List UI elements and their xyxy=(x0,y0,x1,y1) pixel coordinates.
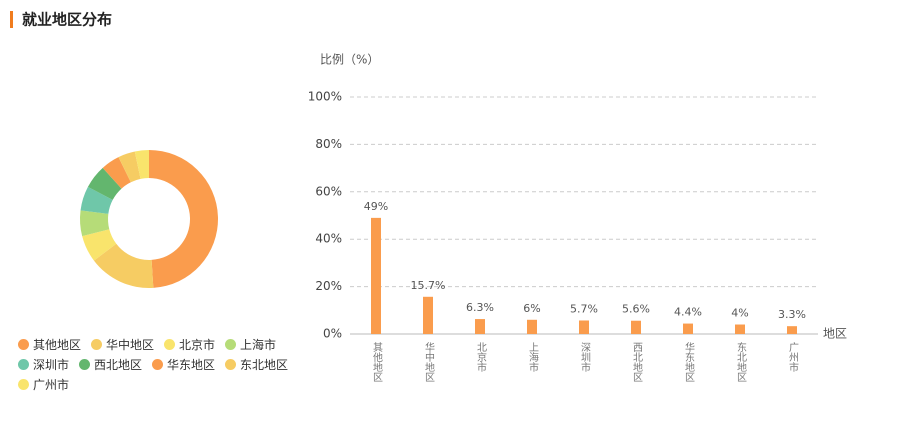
legend-marker xyxy=(18,378,29,390)
title-accent xyxy=(10,11,13,28)
legend-label: 广州市 xyxy=(33,377,70,392)
legend-marker xyxy=(79,358,91,370)
legend-marker xyxy=(225,358,237,370)
value-label: 49% xyxy=(364,200,388,213)
y-tick-label: 60% xyxy=(315,184,342,198)
value-label: 4% xyxy=(731,307,748,320)
value-label: 15.7% xyxy=(411,279,446,292)
bar xyxy=(683,323,693,334)
legend-label: 上海市 xyxy=(240,337,277,352)
bar xyxy=(579,320,589,334)
legend-marker xyxy=(225,338,237,350)
legend: 其他地区 华中地区 北京市 上海市深圳市 西北地区 华东地区 东北地区广州市 xyxy=(18,336,298,392)
x-tick-label: 广州市 xyxy=(787,342,799,373)
legend-item[interactable]: 东北地区 xyxy=(225,356,288,372)
legend-label: 北京市 xyxy=(179,337,216,352)
y-tick-label: 80% xyxy=(315,137,342,151)
y-tick-label: 100% xyxy=(308,90,342,104)
x-tick-label: 上海市 xyxy=(527,342,539,373)
pie-slice xyxy=(82,229,117,261)
x-tick-label: 其他地区 xyxy=(371,342,383,382)
x-tick-label: 华东地区 xyxy=(683,341,695,382)
x-tick-label: 深圳市 xyxy=(579,342,591,373)
x-tick-label: 北京市 xyxy=(475,342,487,373)
legend-label: 西北地区 xyxy=(94,357,143,372)
value-label: 5.6% xyxy=(622,303,650,316)
legend-marker xyxy=(152,358,164,370)
legend-label: 东北地区 xyxy=(240,357,289,372)
y-tick-label: 0% xyxy=(323,327,342,341)
legend-marker xyxy=(18,358,29,370)
legend-marker xyxy=(18,338,29,350)
pie-slice xyxy=(134,150,149,179)
bar xyxy=(475,319,485,334)
pie-slice xyxy=(118,151,141,183)
legend-item[interactable]: 北京市 xyxy=(164,336,215,352)
pie-slice xyxy=(102,157,131,189)
legend-marker xyxy=(91,338,103,350)
value-label: 3.3% xyxy=(778,308,806,321)
legend-marker xyxy=(164,338,176,350)
bar xyxy=(423,296,433,334)
bar xyxy=(527,319,537,334)
legend-label: 其他地区 xyxy=(33,337,82,352)
pie-slice xyxy=(87,167,122,200)
y-tick-label: 20% xyxy=(315,279,342,293)
legend-item[interactable]: 其他地区 xyxy=(18,336,81,352)
legend-item[interactable]: 广州市 xyxy=(18,376,69,392)
legend-item[interactable]: 华中地区 xyxy=(91,336,154,352)
x-tick-label: 华中地区 xyxy=(423,341,435,382)
x-axis-label: 地区 xyxy=(823,327,847,341)
bar xyxy=(787,326,797,334)
pie-slice xyxy=(80,186,113,214)
value-label: 6% xyxy=(523,302,540,315)
x-tick-label: 东北地区 xyxy=(735,341,747,382)
legend-label: 华中地区 xyxy=(106,337,155,352)
pie-slice xyxy=(149,150,219,288)
value-label: 4.4% xyxy=(674,306,702,319)
x-tick-label: 西北地区 xyxy=(631,342,643,382)
bar xyxy=(631,320,641,334)
legend-item[interactable]: 华东地区 xyxy=(152,356,215,372)
bar xyxy=(735,324,745,334)
value-label: 5.7% xyxy=(570,302,598,315)
y-axis-label: 比例（%） xyxy=(320,53,379,67)
page-title: 就业地区分布 xyxy=(22,11,112,29)
pie-slice xyxy=(80,210,110,237)
value-label: 6.3% xyxy=(466,301,494,314)
legend-label: 华东地区 xyxy=(167,357,216,372)
legend-label: 深圳市 xyxy=(33,357,70,372)
y-tick-label: 40% xyxy=(315,232,342,246)
legend-item[interactable]: 西北地区 xyxy=(79,356,142,372)
bar xyxy=(371,217,381,334)
pie-slice xyxy=(93,243,154,288)
legend-item[interactable]: 深圳市 xyxy=(18,356,69,372)
legend-item[interactable]: 上海市 xyxy=(225,336,276,352)
